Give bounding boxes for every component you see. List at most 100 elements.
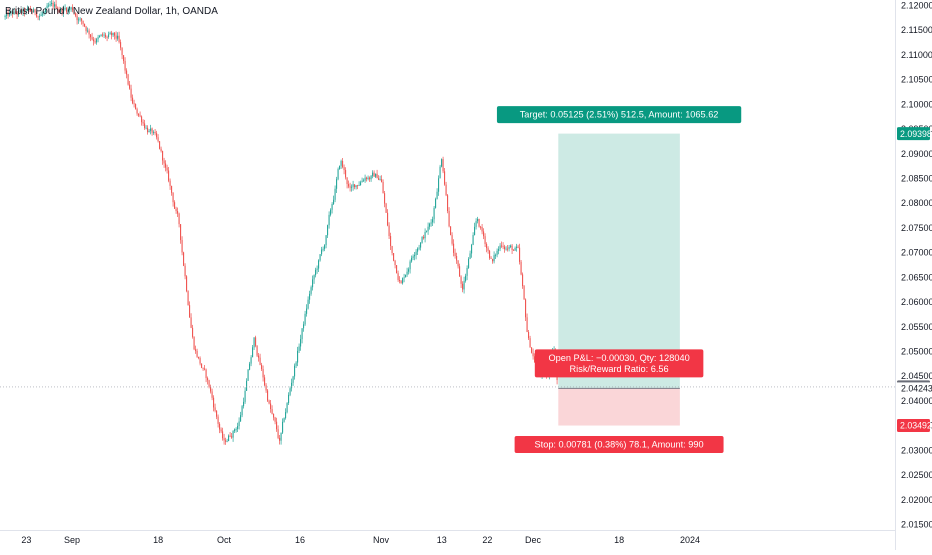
candle-body xyxy=(522,274,524,287)
price-tick-label: 2.03000 xyxy=(901,445,932,455)
candle-body xyxy=(478,218,480,227)
stop-price-tag: 2.03492 xyxy=(900,421,932,431)
candle-body xyxy=(444,171,446,185)
candle-body xyxy=(283,418,285,422)
long-position-tool[interactable]: Target: 0.05125 (2.51%) 512.5, Amount: 1… xyxy=(0,106,895,454)
price-tick-label: 2.02000 xyxy=(901,495,932,505)
candle-body xyxy=(415,251,417,256)
candle-body xyxy=(178,213,180,225)
candle-body xyxy=(145,127,147,129)
target-label-bg xyxy=(496,106,742,124)
candle-body xyxy=(180,224,182,241)
candle-body xyxy=(429,223,431,227)
time-tick-label: Nov xyxy=(373,535,390,545)
candle-body xyxy=(466,267,468,276)
candle-body xyxy=(430,222,432,224)
time-axis[interactable]: 23 Sep 18 Oct 16 Nov 13 22 Dec 18 2024 xyxy=(0,530,895,546)
candle-body xyxy=(462,283,464,290)
candle-body xyxy=(207,378,209,381)
candle-body xyxy=(159,141,161,149)
candle-body xyxy=(205,369,207,379)
target-label[interactable]: Target: 0.05125 (2.51%) 512.5, Amount: 1… xyxy=(496,106,742,124)
candle-body xyxy=(315,269,317,276)
candle-body xyxy=(361,180,363,183)
candle-body xyxy=(232,431,234,438)
candle-body xyxy=(406,271,408,275)
candle-body xyxy=(45,8,47,13)
candle-body xyxy=(142,122,144,124)
candle-body xyxy=(292,376,294,383)
candle-body xyxy=(49,4,51,6)
candle-body xyxy=(189,305,191,318)
candle-body xyxy=(306,308,308,314)
price-tick-label: 2.06000 xyxy=(901,297,932,307)
candle-body xyxy=(123,55,125,61)
candle-body xyxy=(412,256,414,258)
candle-body xyxy=(403,277,405,279)
candle-body xyxy=(162,151,164,161)
candle-body xyxy=(183,252,185,266)
candle-body xyxy=(243,401,245,407)
time-tick-label: 23 xyxy=(21,535,31,545)
candle-body xyxy=(241,406,243,416)
candle-body xyxy=(279,437,281,441)
candle-body xyxy=(75,13,77,16)
candle-body xyxy=(280,432,282,441)
candle-body xyxy=(343,167,345,171)
candle-body xyxy=(301,328,303,340)
candle-body xyxy=(423,236,425,239)
loss-zone[interactable] xyxy=(558,388,680,426)
candle-body xyxy=(264,377,266,386)
candle-body xyxy=(31,10,33,13)
price-tick-label: 2.07000 xyxy=(901,248,932,258)
candle-body xyxy=(88,30,90,35)
candle-body xyxy=(237,426,239,429)
candle-body xyxy=(202,367,204,369)
candle-body xyxy=(373,172,375,177)
profit-zone[interactable] xyxy=(558,133,680,389)
time-tick-label: Sep xyxy=(64,535,80,545)
stop-label-text: Stop: 0.00781 (0.38%) 78.1, Amount: 990 xyxy=(535,440,704,450)
candle-body xyxy=(427,226,429,232)
candle-body xyxy=(36,12,38,17)
candle-body xyxy=(525,299,527,318)
candle-body xyxy=(459,266,461,277)
candle-body xyxy=(234,429,236,432)
candle-body xyxy=(78,19,80,21)
candle-body xyxy=(388,225,390,237)
candle-body xyxy=(126,70,128,75)
candle-body xyxy=(297,350,299,363)
candle-body xyxy=(130,88,132,98)
candle-body xyxy=(417,248,419,252)
candle-body xyxy=(420,242,422,248)
candle-body xyxy=(468,258,470,268)
candle-body xyxy=(208,380,210,387)
candle-body xyxy=(385,203,387,213)
candle-body xyxy=(304,313,306,325)
candle-body xyxy=(490,258,492,260)
candle-body xyxy=(472,235,474,245)
stop-label[interactable]: Stop: 0.00781 (0.38%) 78.1, Amount: 990 xyxy=(514,436,724,454)
candle-body xyxy=(79,18,81,20)
candle-body xyxy=(393,253,395,261)
candle-body xyxy=(201,363,203,368)
candle-body xyxy=(61,8,63,13)
candle-body xyxy=(160,148,162,152)
candle-body xyxy=(82,20,84,24)
candle-body xyxy=(519,247,521,262)
candle-body xyxy=(354,184,356,188)
candle-body xyxy=(246,380,248,391)
candle-body xyxy=(129,84,131,89)
candle-body xyxy=(124,60,126,71)
candle-body xyxy=(144,123,146,128)
candle-body xyxy=(28,8,30,10)
price-axis[interactable]: 2.120002.115002.110002.105002.100002.095… xyxy=(895,0,932,550)
price-tick-label: 2.04000 xyxy=(901,396,932,406)
candle-body xyxy=(85,26,87,32)
candle-body xyxy=(382,181,384,194)
candle-body xyxy=(333,199,335,204)
open-pnl-label[interactable]: Open P&L: −0.00030, Qty: 128040Risk/Rewa… xyxy=(534,349,704,378)
candle-body xyxy=(40,14,42,17)
